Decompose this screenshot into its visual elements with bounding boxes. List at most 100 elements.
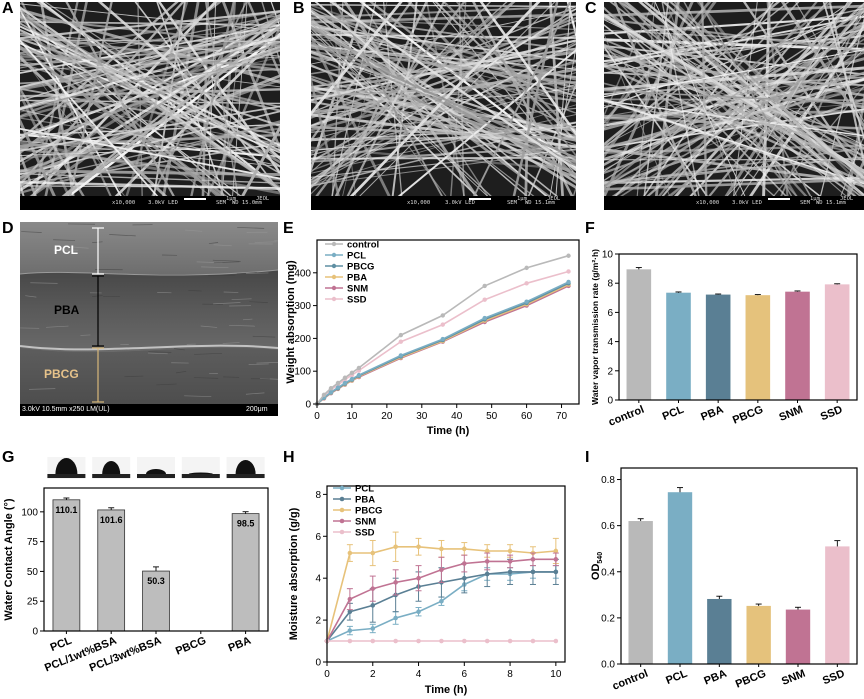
texture-stroke <box>222 342 240 344</box>
nanofiber <box>311 25 576 62</box>
texture-stroke <box>229 324 256 327</box>
data-label: 98.5 <box>237 519 255 529</box>
nanofiber <box>20 127 280 180</box>
y-tick-label: 8 <box>607 279 613 290</box>
data-point-PCL <box>356 372 362 378</box>
nanofiber <box>549 44 576 196</box>
data-point-PCL <box>349 376 355 382</box>
sem-kv: 3.0kV <box>148 200 165 206</box>
data-point-control <box>356 365 362 371</box>
panel-label-c: C <box>585 0 597 17</box>
nanofiber <box>604 34 864 63</box>
data-point-PBA <box>347 609 353 615</box>
bar-SNM <box>785 291 810 400</box>
nanofiber <box>315 2 466 196</box>
nanofiber <box>512 2 559 196</box>
legend-label: PBA <box>347 273 367 284</box>
data-point-SSD <box>440 322 445 327</box>
data-point-SNM <box>439 567 444 573</box>
data-point-SNM <box>530 557 536 562</box>
nanofiber <box>311 39 576 102</box>
data-point-PCL <box>398 353 404 358</box>
legend-marker <box>339 496 345 502</box>
data-point-SNM <box>370 586 376 591</box>
texture-stroke <box>184 395 212 397</box>
bar-SNM <box>785 609 811 664</box>
texture-stroke <box>208 274 236 277</box>
data-point-SSD <box>566 269 571 274</box>
scale-label: 1μm <box>810 196 820 202</box>
data-point-SSD <box>347 638 353 644</box>
x-tick-label: PBCG <box>174 635 208 658</box>
substrate <box>226 474 265 478</box>
nanofiber <box>20 44 280 111</box>
nanofiber <box>20 3 280 32</box>
legend-label: PBA <box>355 495 375 506</box>
nanofiber <box>654 2 746 196</box>
nanofiber <box>473 2 571 196</box>
nanofiber <box>701 2 708 196</box>
nanofiber <box>479 2 576 136</box>
texture-stroke <box>194 352 222 355</box>
sem-info-text: 3.0kV 10.5mm x250 LM(UL) <box>22 406 110 413</box>
data-point-control <box>342 375 348 380</box>
bar-PCL/3wt%BSA <box>142 570 170 632</box>
panel-label-a: A <box>2 0 14 17</box>
nanofiber <box>20 24 280 74</box>
y-tick-label: 300 <box>294 301 311 312</box>
nanofiber <box>311 7 576 130</box>
nanofiber <box>311 68 576 115</box>
nanofiber <box>20 98 280 145</box>
nanofiber <box>311 38 576 160</box>
x-axis-label: Time (h) <box>425 684 468 696</box>
y-tick-label: 2 <box>607 366 613 377</box>
texture-stroke <box>249 301 268 303</box>
nanofiber <box>673 2 798 196</box>
nanofiber <box>604 63 864 137</box>
texture-stroke <box>256 361 278 364</box>
nanofiber <box>527 82 576 196</box>
panel-label-b: B <box>293 0 305 17</box>
nanofiber <box>604 64 864 184</box>
data-point-SSD <box>398 339 404 344</box>
nanofiber <box>20 173 280 184</box>
data-point-PBA <box>462 575 467 581</box>
nanofiber <box>20 57 280 113</box>
water-droplet <box>188 472 213 474</box>
texture-stroke <box>53 239 76 241</box>
data-point-SNM <box>347 596 353 602</box>
texture-stroke <box>175 371 187 374</box>
nanofiber <box>524 2 532 196</box>
nanofiber <box>442 2 576 137</box>
x-tick-label: 50 <box>486 411 498 422</box>
nanofiber <box>114 32 280 196</box>
bar-PBA <box>707 598 732 664</box>
texture-stroke <box>248 363 269 365</box>
nanofiber <box>455 2 576 157</box>
nanofiber <box>311 41 576 187</box>
data-point-PCL <box>416 609 421 615</box>
data-point-SSD <box>416 638 421 644</box>
scale-label: 1μm <box>517 196 527 202</box>
scale-bar <box>768 198 790 200</box>
nanofiber <box>240 124 280 196</box>
texture-stroke <box>231 298 252 300</box>
scale-bar <box>184 198 206 200</box>
x-tick-label: 70 <box>556 411 568 422</box>
data-point-control <box>321 392 327 398</box>
x-tick-label: control <box>607 404 646 429</box>
sem-wd: WD 15.1mm <box>525 200 555 206</box>
nanofiber <box>604 49 864 98</box>
nanofiber <box>311 33 576 39</box>
data-point-control <box>398 332 404 338</box>
droplet-photo <box>137 457 175 479</box>
nanofiber <box>604 2 781 146</box>
scale-label: 1μm <box>226 196 236 202</box>
chart-h-moisture-absorption: 0 2 4 6 8 0 2 4 6 8 10 Time (h) Moisture absorption … <box>288 484 566 696</box>
sem-cross-section-d: PCL PBA PBCG 3.0kV 10.5mm x250 LM(UL) 20… <box>20 222 278 416</box>
data-label: 101.6 <box>100 515 123 525</box>
chart-e-weight-absorption: 0 100 200 300 400 0 10 20 30 40 50 60 70 Time (h) Weig… <box>285 239 580 437</box>
y-tick-label: 0 <box>305 400 311 411</box>
substrate <box>181 474 220 478</box>
x-tick-label: 40 <box>451 411 463 422</box>
